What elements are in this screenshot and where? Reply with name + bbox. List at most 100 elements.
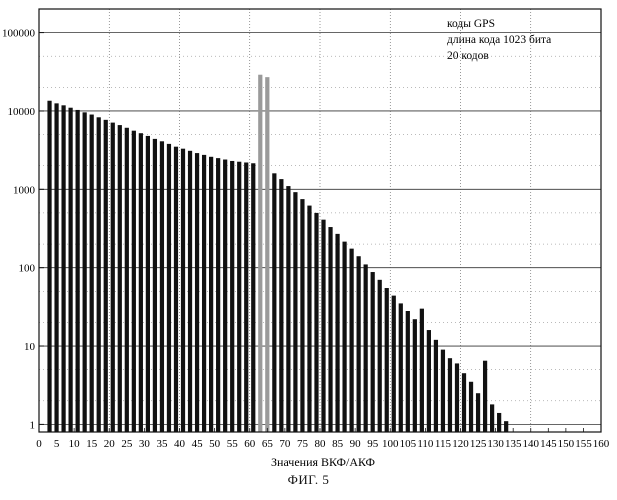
bar-ccf-105 — [406, 311, 410, 432]
bar-ccf-31 — [146, 136, 150, 432]
bar-ccf-123 — [469, 382, 473, 432]
bar-ccf-119 — [455, 363, 459, 432]
bar-ccf-41 — [181, 149, 185, 432]
x-tick-label: 40 — [174, 438, 186, 450]
x-tick-label: 125 — [470, 438, 487, 450]
bar-ccf-29 — [139, 133, 143, 432]
bar-ccf-7 — [61, 105, 65, 432]
bar-ccf-13 — [83, 112, 87, 432]
bar-ccf-79 — [314, 213, 318, 432]
bar-ccf-11 — [76, 110, 80, 432]
x-tick-label: 85 — [332, 438, 344, 450]
bar-ccf-15 — [90, 115, 94, 432]
annotation-line: коды GPS — [447, 18, 495, 30]
bar-ccf-115 — [441, 350, 445, 432]
grid — [39, 9, 601, 432]
bar-ccf-133 — [504, 421, 508, 432]
bar-ccf-103 — [399, 303, 403, 432]
bar-ccf-101 — [392, 296, 396, 432]
x-tick-label: 95 — [367, 438, 379, 450]
x-tick-label: 90 — [350, 438, 362, 450]
y-tick-label: 10 — [24, 341, 36, 353]
bar-ccf-17 — [97, 117, 101, 432]
x-tick-label: 155 — [575, 438, 592, 450]
x-tick-label: 10 — [69, 438, 81, 450]
x-tick-label: 45 — [192, 438, 204, 450]
x-tick-label: 15 — [86, 438, 98, 450]
bar-ccf-53 — [223, 160, 227, 432]
x-tick-label: 65 — [262, 438, 274, 450]
x-tick-label: 160 — [593, 438, 610, 450]
bar-ccf-45 — [195, 153, 199, 432]
bar-ccf-51 — [216, 158, 220, 432]
x-tick-label: 55 — [227, 438, 239, 450]
bar-ccf-21 — [111, 123, 115, 432]
bar-ccf-85 — [335, 234, 339, 432]
bar-ccf-117 — [448, 358, 452, 432]
bar-ccf-23 — [118, 125, 122, 432]
bar-ccf-59 — [244, 162, 248, 432]
x-tick-label: 0 — [36, 438, 42, 450]
x-tick-label: 120 — [452, 438, 469, 450]
x-tick-label: 25 — [121, 438, 133, 450]
annotation-line: 20 кодов — [447, 50, 489, 62]
bar-ccf-99 — [385, 288, 389, 432]
bar-ccf-67 — [272, 173, 276, 432]
x-tick-label: 80 — [315, 438, 327, 450]
bar-ccf-3 — [47, 101, 51, 432]
bar-ccf-49 — [209, 157, 213, 432]
bar-ccf-55 — [230, 161, 234, 432]
bar-ccf-89 — [350, 249, 354, 432]
bar-ccf-61 — [251, 163, 255, 432]
x-tick-label: 60 — [244, 438, 256, 450]
bars — [47, 75, 508, 432]
x-tick-label: 20 — [104, 438, 116, 450]
x-tick-label: 70 — [279, 438, 291, 450]
bar-ccf-107 — [413, 319, 417, 432]
x-tick-label: 140 — [523, 438, 540, 450]
bar-ccf-131 — [497, 413, 501, 432]
x-tick-label: 105 — [400, 438, 417, 450]
bar-ccf-129 — [490, 404, 494, 432]
x-tick-label: 145 — [540, 438, 557, 450]
bar-ccf-39 — [174, 147, 178, 432]
y-tick-label: 100000 — [2, 28, 36, 40]
bar-ccf-83 — [328, 227, 332, 432]
bar-ccf-9 — [69, 108, 73, 432]
x-axis-label: Значения ВКФ/АКФ — [271, 455, 375, 469]
bar-ccf-91 — [357, 256, 361, 432]
bar-ccf-93 — [364, 264, 368, 432]
bar-ccf-43 — [188, 151, 192, 432]
bar-ccf-25 — [125, 128, 129, 432]
x-tick-label: 30 — [139, 438, 151, 450]
y-tick-label: 10000 — [8, 106, 36, 118]
x-tick-label: 100 — [382, 438, 399, 450]
bar-ccf-35 — [160, 141, 164, 432]
bar-ccf-113 — [434, 340, 438, 432]
y-tick-labels: 1 10 100 1000 10000 100000 — [2, 28, 44, 432]
x-tick-label: 35 — [156, 438, 168, 450]
bar-ccf-81 — [321, 220, 325, 432]
bar-ccf-97 — [378, 280, 382, 432]
bar-ccf-121 — [462, 373, 466, 432]
x-tick-label: 5 — [54, 438, 60, 450]
legend-annotation: коды GPS длина кода 1023 бита 20 кодов — [447, 18, 551, 62]
bar-ccf-57 — [237, 162, 241, 432]
bar-ccf-87 — [342, 242, 346, 432]
bar-ccf-37 — [167, 144, 171, 432]
y-tick-label: 1 — [30, 419, 36, 431]
y-tick-label: 1000 — [13, 184, 36, 196]
bar-ccf-77 — [307, 206, 311, 432]
y-tick-label: 100 — [19, 263, 36, 275]
bar-ccf-95 — [371, 272, 375, 432]
figure-caption: ФИГ. 5 — [0, 472, 617, 488]
annotation-line: длина кода 1023 бита — [447, 34, 551, 46]
x-tick-label: 50 — [209, 438, 221, 450]
bar-ccf-47 — [202, 155, 206, 432]
x-tick-label: 110 — [417, 438, 434, 450]
bar-ccf-27 — [132, 131, 136, 432]
bar-acf-65 — [265, 77, 269, 432]
bar-ccf-75 — [300, 199, 304, 432]
bar-ccf-127 — [483, 361, 487, 432]
